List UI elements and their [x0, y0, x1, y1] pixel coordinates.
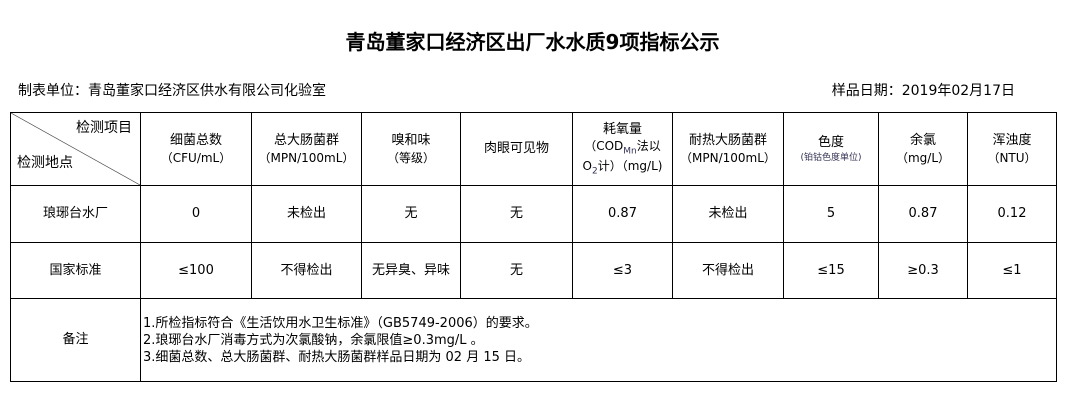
item-label: 检测项目: [76, 120, 132, 136]
header-thermo-coliform: 耐热大肠菌群 （MPN/100mL）: [672, 112, 784, 186]
cell: 无: [460, 242, 573, 299]
cell: 0: [140, 185, 252, 243]
issuing-unit: 制表单位：青岛董家口经济区供水有限公司化验室: [18, 83, 326, 99]
cell: 未检出: [672, 185, 784, 243]
table-row: 琅琊台水厂 0 未检出 无 无 0.87 未检出 5 0.87 0.12: [10, 185, 1057, 243]
cell: 0.87: [572, 185, 673, 243]
cell: 不得检出: [251, 242, 362, 299]
header-bacteria: 细菌总数 （CFU/mL）: [140, 112, 252, 186]
cell: 未检出: [251, 185, 362, 243]
header-color: 色度 (铂钴色度单位): [783, 112, 879, 186]
header-odor: 嗅和味 （等级）: [361, 112, 461, 186]
cell: ≤100: [140, 242, 252, 299]
note-line: 3.细菌总数、总大肠菌群、耐热大肠菌群样品日期为 02 月 15 日。: [143, 349, 531, 365]
cell: ≤3: [572, 242, 673, 299]
row-label: 国家标准: [10, 242, 141, 299]
sample-date: 样品日期：2019年02月17日: [831, 83, 1015, 99]
cell: 无: [361, 185, 461, 243]
cell: 无异臭、异味: [361, 242, 461, 299]
page-title: 青岛董家口经济区出厂水水质9项指标公示: [345, 30, 720, 54]
site-label: 检测地点: [17, 155, 73, 172]
cell: ≤1: [967, 242, 1057, 299]
header-row: 检测项目检测地点 细菌总数 （CFU/mL） 总大肠菌群 （MPN/100mL） 嗅…: [10, 112, 1057, 186]
header-cod: 耗氧量 （CODMn法以 O2计）（mg/L): [572, 112, 673, 186]
header-visible: 肉眼可见物: [460, 112, 573, 186]
notes-row: 备注 1.所检指标符合《生活饮用水卫生标准》（GB5749-2006）的要求。 …: [10, 298, 1057, 382]
cell: 无: [460, 185, 573, 243]
corner-cell: 检测项目检测地点: [10, 112, 141, 186]
cell: ≥0.3: [878, 242, 968, 299]
row-label: 琅琊台水厂: [10, 185, 141, 243]
header-coliform: 总大肠菌群 （MPN/100mL）: [251, 112, 362, 186]
cell: ≤15: [783, 242, 879, 299]
note-line: 1.所检指标符合《生活饮用水卫生标准》（GB5749-2006）的要求。: [143, 315, 538, 331]
header-chlorine: 余氯 （mg/L）: [878, 112, 968, 186]
header-turbidity: 浑浊度 （NTU）: [967, 112, 1057, 186]
cell: 0.12: [967, 185, 1057, 243]
water-quality-table: 检测项目检测地点 细菌总数 （CFU/mL） 总大肠菌群 （MPN/100mL） 嗅…: [10, 112, 1057, 382]
cell: 0.87: [878, 185, 968, 243]
note-line: 2.琅琊台水厂消毒方式为次氯酸钠，余氯限值≥0.3mg/L 。: [143, 332, 484, 348]
cell: 5: [783, 185, 879, 243]
cell: 不得检出: [672, 242, 784, 299]
table-row: 国家标准 ≤100 不得检出 无异臭、异味 无 ≤3 不得检出 ≤15 ≥0.3…: [10, 242, 1057, 299]
notes-content: 1.所检指标符合《生活饮用水卫生标准》（GB5749-2006）的要求。 2.琅…: [140, 298, 1057, 382]
notes-label: 备注: [10, 298, 141, 382]
